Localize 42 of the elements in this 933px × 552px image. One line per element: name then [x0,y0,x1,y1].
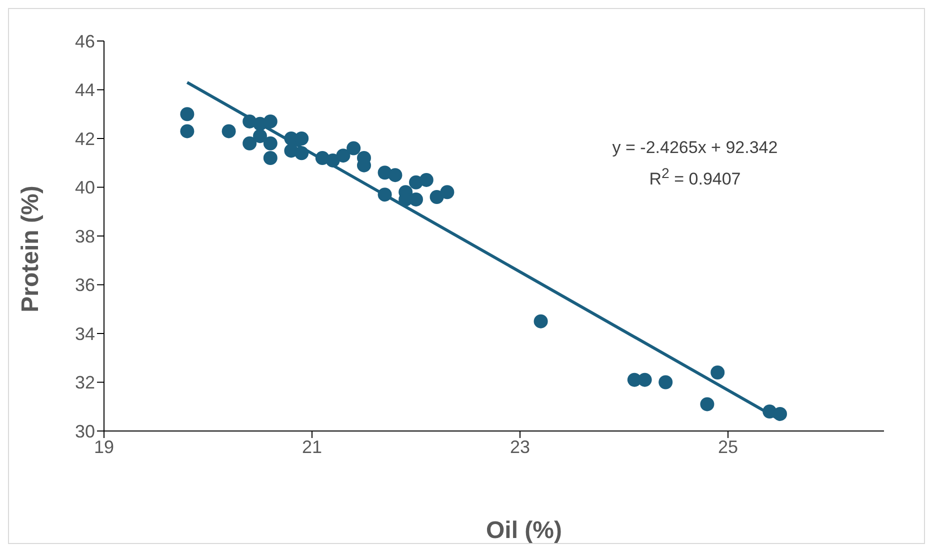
point [638,372,652,387]
point [263,136,278,150]
x-tick-label: 23 [510,436,530,457]
point [419,172,434,187]
annotation: R$^{2}$ = 0.9407 [648,165,742,191]
point [294,132,309,146]
x-tick-label: 25 [718,436,738,457]
point [263,114,278,128]
point [409,192,423,206]
point [773,406,787,421]
y-tick-label: 38 [74,226,95,246]
y-axis-title: Protein (%) [17,186,45,312]
annotation: y = -2.4265x + 92.342 [612,137,778,159]
x-axis-title: Oil (%) [486,517,562,545]
point [346,141,361,156]
point [710,366,725,380]
y-tick-label: 44 [74,80,95,100]
point [263,151,278,165]
point [534,314,548,328]
point [180,124,194,138]
point [658,375,673,390]
y-tick-label: 42 [74,128,95,149]
point [700,397,714,412]
y-tick-label: 30 [74,421,95,442]
point [336,148,350,163]
point [242,136,257,150]
point [388,168,402,182]
point [378,188,392,202]
point [180,107,194,122]
point [294,146,309,160]
y-tick-label: 46 [74,31,95,52]
x-tick-label: 21 [302,436,322,457]
point [440,185,454,200]
point [222,124,236,138]
point [253,129,267,144]
x-tick-label: 19 [94,436,114,457]
y-tick-label: 34 [74,324,95,344]
y-tick-label: 36 [74,275,95,296]
y-tick-label: 40 [74,178,95,198]
point [326,153,340,168]
y-tick-label: 32 [74,372,95,393]
point [430,190,444,204]
